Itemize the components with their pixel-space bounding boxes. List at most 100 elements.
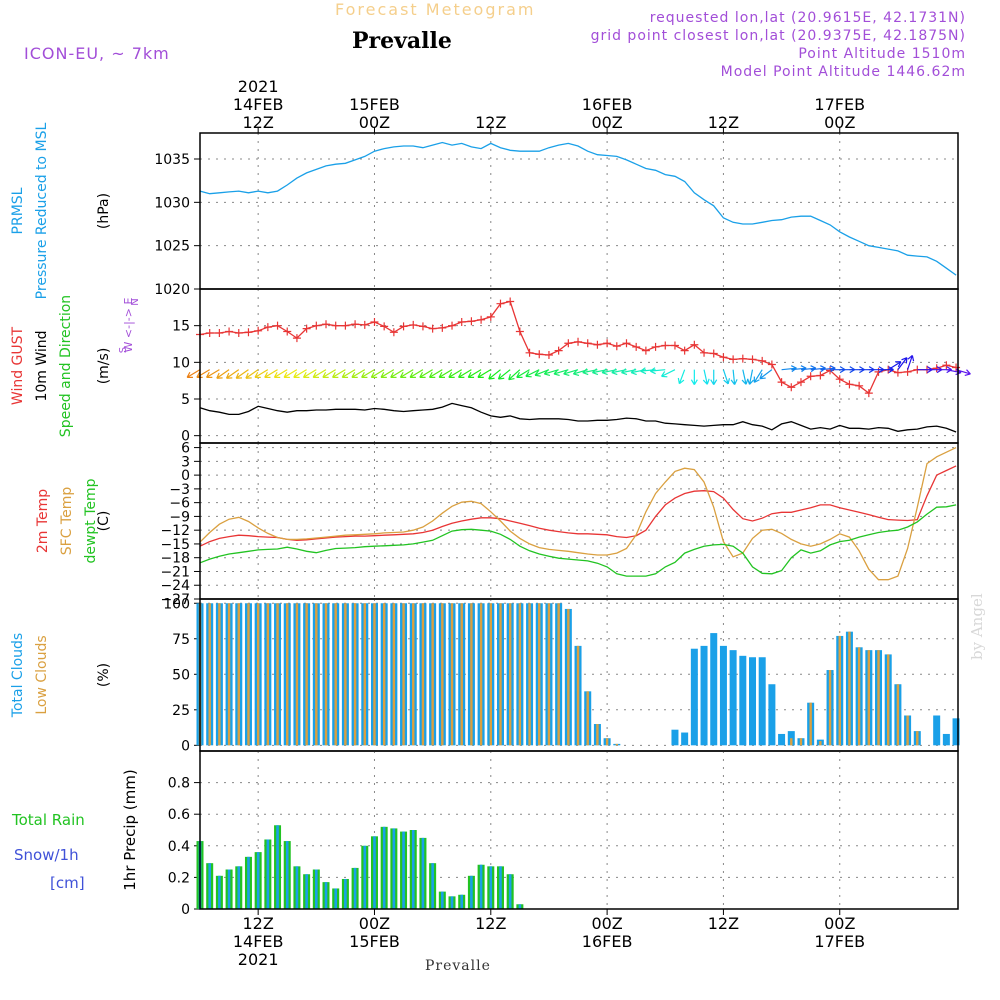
bar-total-clouds: [719, 645, 727, 746]
unit-wind: (m/s): [96, 348, 112, 385]
gust-marker: [864, 389, 873, 398]
gust-marker: [748, 355, 757, 364]
bar-low-clouds: [431, 603, 434, 746]
bar-low-clouds: [266, 603, 270, 746]
model-label: ICON-EU, ~ 7km: [24, 44, 170, 63]
side-labels: PRMSL Pressure Reduced to MSL (hPa) Wind GU…: [10, 122, 141, 892]
bar-low-clouds: [412, 603, 415, 746]
wind-arrow: [302, 369, 317, 378]
gust-marker: [816, 371, 825, 380]
bar-low-clouds: [237, 603, 240, 746]
precip-legend-snow: Snow/1h: [14, 846, 79, 864]
panel-precip: 0 0.2 0.4 0.6 0.8: [168, 750, 959, 918]
bar-total-clouds: [681, 732, 689, 746]
gust-marker: [835, 375, 844, 384]
y-tick-label: 100: [163, 596, 190, 612]
bar-low-clouds: [392, 603, 396, 746]
bar-snow: [208, 863, 211, 909]
gust-marker: [360, 320, 369, 329]
y-tick-label: −6: [169, 496, 190, 512]
time-label-top: 16FEB: [582, 95, 633, 114]
wind-arrow: [907, 354, 915, 370]
ylabel-pressure-1: Pressure Reduced to MSL: [34, 122, 50, 299]
gust-marker: [234, 329, 243, 337]
gust-marker: [496, 299, 505, 308]
bar-low-clouds: [479, 603, 483, 746]
gust-marker: [215, 329, 224, 337]
wind-arrow: [630, 368, 646, 376]
wind-arrow: [887, 361, 902, 371]
gust-marker: [399, 322, 408, 331]
time-label-bottom: 12Z: [708, 914, 739, 933]
bar-snow: [256, 852, 260, 909]
wind-arrow: [361, 369, 375, 378]
wind-arrow: [516, 369, 530, 378]
wind-arrow: [254, 369, 269, 378]
bar-low-clouds: [867, 650, 871, 746]
wind-arrow: [245, 369, 259, 379]
gust-marker: [670, 341, 679, 350]
bar-low-clouds: [450, 603, 454, 746]
bar-total-clouds: [758, 657, 766, 746]
gust-marker: [787, 383, 796, 392]
bar-low-clouds: [460, 603, 463, 746]
bar-total-clouds: [749, 657, 757, 746]
y-tick-label: 5: [181, 392, 190, 408]
bar-snow: [421, 837, 425, 909]
wind-arrow: [781, 365, 797, 373]
bar-low-clouds: [596, 724, 599, 746]
y-tick-label: 0: [181, 902, 190, 918]
bar-low-clouds: [363, 603, 366, 746]
wind-arrow: [488, 369, 501, 380]
gust-marker: [418, 322, 427, 331]
bar-total-clouds: [710, 633, 718, 746]
wind-arrow: [508, 369, 521, 381]
bar-snow: [450, 896, 454, 909]
wind-arrow: [649, 367, 666, 375]
gust-marker: [719, 353, 728, 362]
y-tick-label: 1025: [154, 239, 190, 255]
bar-low-clouds: [256, 603, 260, 746]
bar-low-clouds: [605, 738, 609, 746]
time-label-top: 00Z: [824, 113, 855, 132]
bar-low-clouds: [576, 645, 580, 746]
bar-low-clouds: [382, 603, 386, 746]
time-label-bottom: 00Z: [824, 914, 855, 933]
y-tick-label: 0: [181, 468, 190, 484]
gust-marker: [680, 346, 689, 355]
gust-marker: [758, 356, 767, 365]
gust-marker: [942, 361, 951, 370]
bar-low-clouds: [518, 603, 522, 746]
gust-marker: [806, 372, 815, 381]
y-tick-label: 0.6: [168, 807, 190, 823]
panel-frame: [199, 288, 959, 444]
gust-marker: [515, 327, 524, 336]
bar-total-clouds: [942, 733, 950, 746]
y-tick-label: −24: [160, 578, 190, 594]
bar-low-clouds: [421, 603, 425, 746]
y-tick-label: 0.4: [168, 839, 190, 855]
gust-marker: [544, 351, 553, 359]
bar-low-clouds: [906, 715, 909, 746]
location-title: Prevalle: [352, 28, 452, 54]
bar-low-clouds: [790, 738, 793, 746]
y-tick-label: 1035: [154, 152, 190, 168]
wind-arrow: [428, 369, 443, 378]
gust-marker: [351, 320, 360, 329]
wind-arrow: [897, 357, 908, 371]
wind-arrow: [710, 369, 718, 385]
time-label-top: 17FEB: [814, 95, 865, 114]
wind-arrow: [525, 369, 540, 378]
y-tick-label: −18: [160, 551, 190, 567]
compass-we: W <-|-> E: [122, 298, 135, 353]
y-tick-label: 50: [172, 667, 190, 683]
gust-marker: [554, 346, 563, 355]
compass-s: S: [118, 347, 129, 353]
unit-temperature: (C): [96, 511, 112, 532]
wind-arrow: [312, 369, 327, 378]
wind-arrow: [399, 369, 414, 378]
ylabel-clouds-0: Total Clouds: [10, 633, 26, 718]
bar-low-clouds: [615, 743, 619, 746]
